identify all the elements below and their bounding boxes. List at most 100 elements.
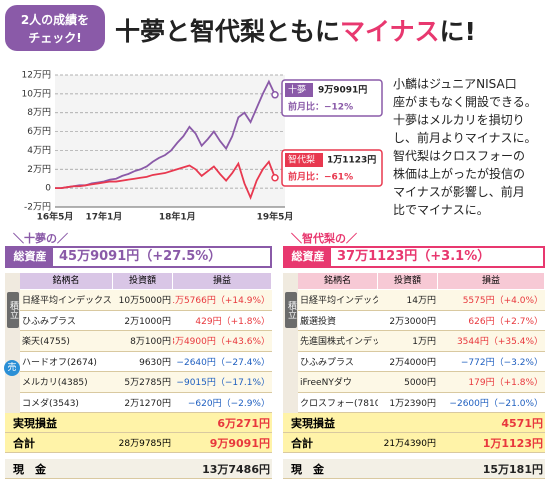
- x-tick-label: 16年5月: [37, 211, 74, 223]
- note-line: 座がまもなく開設できる。: [393, 95, 537, 109]
- column-header: 投資額: [113, 273, 173, 289]
- note-line: マイナスが影響し、前月: [393, 185, 525, 199]
- title-part: 十夢と智代梨ともに: [115, 17, 341, 46]
- tsumitate-label: 積立: [285, 292, 297, 328]
- panel-heading: ＼十夢の／: [13, 232, 68, 245]
- total-value: 1万1123円: [438, 433, 545, 453]
- end-point: [271, 174, 279, 182]
- cash-value: 15万181円: [438, 459, 545, 479]
- holding-profit: 3544円（+35.4%）: [438, 331, 545, 352]
- total-value: 9万9091円: [173, 433, 272, 453]
- total-label: 合計: [5, 433, 113, 453]
- asset-value: 37万1123円（+3.1%）: [337, 249, 491, 264]
- x-tick-label: 18年1月: [159, 211, 196, 223]
- asset-label: 総資産: [285, 248, 331, 266]
- holding-investment: 1万円: [378, 331, 438, 352]
- realized-label: 実現損益: [5, 413, 113, 433]
- realized-blank: [378, 413, 438, 433]
- series-line: [55, 79, 276, 190]
- cash-label: 現 金: [283, 459, 378, 479]
- holding-profit: 5575円（+4.0%）: [438, 290, 545, 311]
- holding-profit: −2640円（−27.4%）: [173, 351, 272, 372]
- note-line: 智代梨はクロスフォーの: [393, 149, 526, 163]
- callout-name-bg: [285, 153, 323, 167]
- callout-value: 1万1123円: [327, 155, 376, 166]
- series-line: [55, 159, 276, 201]
- asset-bar: 総資産 37万1123円（+3.1%）: [283, 246, 545, 268]
- realized-blank: [113, 413, 173, 433]
- end-point: [271, 91, 279, 99]
- asset-bar: 総資産 45万9091円（+27.5%）: [5, 246, 272, 268]
- callout-name: 智代梨: [288, 154, 315, 166]
- column-header: 銘柄名: [298, 273, 378, 289]
- cash-label: 現 金: [5, 459, 113, 479]
- holding-investment: 2万1270円: [113, 392, 173, 413]
- title-highlight: マイナス: [340, 17, 440, 46]
- callout-change: 前月比：−12%: [288, 101, 353, 113]
- y-tick-label: -2万円: [24, 202, 51, 213]
- y-tick-label: 4万円: [27, 145, 51, 156]
- holding-name: iFreeNYダウ: [298, 372, 378, 393]
- note-line: し、前月よりマイナスに。: [393, 131, 537, 145]
- panel-heading: ＼智代梨の／: [291, 232, 357, 245]
- holding-investment: 10万5000円: [113, 290, 173, 311]
- callout-value: 9万9091円: [318, 85, 367, 96]
- holding-name: ひふみプラス: [20, 310, 113, 331]
- column-header: 投資額: [378, 273, 438, 289]
- cash-blank: [378, 459, 438, 479]
- holding-investment: 14万円: [378, 290, 438, 311]
- holding-profit: 429円（+1.8%）: [173, 310, 272, 331]
- asset-value: 45万9091円（+27.5%）: [59, 249, 222, 264]
- holding-investment: 1万2390円: [378, 392, 438, 413]
- x-tick-label: 19年5月: [257, 211, 294, 223]
- realized-value: 6万271円: [173, 413, 272, 433]
- holding-investment: 5000円: [378, 372, 438, 393]
- holding-profit: −9015円（−17.1%）: [173, 372, 272, 393]
- holding-name: 日経平均インデックス: [20, 290, 113, 311]
- realized-value: 4571円: [438, 413, 545, 433]
- holding-name: 厳選投資: [298, 310, 378, 331]
- holding-name: コメダ(3543): [20, 392, 113, 413]
- holding-name: 楽天(4755): [20, 331, 113, 352]
- holding-name: ハードオフ(2674): [20, 351, 113, 372]
- y-tick-label: 8万円: [27, 107, 51, 118]
- title: 十夢と智代梨ともにマイナスに!: [115, 12, 476, 48]
- holding-profit: 1万5766円（+14.9%）: [173, 290, 272, 311]
- realized-label: 実現損益: [283, 413, 378, 433]
- sell-label: 売: [4, 360, 20, 376]
- total-label: 合計: [283, 433, 378, 453]
- badge-line: 2人の成績を: [20, 13, 90, 27]
- holding-investment: 8万100円: [113, 331, 173, 352]
- holding-investment: 2万4000円: [378, 351, 438, 372]
- total-investment: 28万9785円: [113, 433, 173, 453]
- callout-name-bg: [285, 83, 313, 97]
- y-tick-label: 2万円: [27, 164, 51, 175]
- holding-name: 日経平均インデックス: [298, 290, 378, 311]
- holding-profit: −772円（−3.2%）: [438, 351, 545, 372]
- holding-name: クロスフォー(7810): [298, 392, 378, 413]
- title-part: に!: [439, 17, 476, 46]
- holding-investment: 2万3000円: [378, 310, 438, 331]
- note-line: 十夢はメルカリを損切り: [393, 113, 525, 127]
- holding-name: 先進国株式インデックス: [298, 331, 378, 352]
- tsumitate-label: 積立: [7, 292, 19, 328]
- callout-change: 前月比：−61%: [288, 171, 353, 183]
- cash-value: 13万7486円: [173, 459, 272, 479]
- cash-blank: [113, 459, 173, 479]
- holding-investment: 2万1000円: [113, 310, 173, 331]
- column-header: 損益: [438, 273, 545, 289]
- y-tick-label: 6万円: [27, 126, 51, 137]
- y-tick-label: 0: [45, 184, 51, 194]
- column-header: 銘柄名: [20, 273, 113, 289]
- holding-investment: 9630円: [113, 351, 173, 372]
- badge-line: チェック!: [28, 31, 82, 45]
- x-tick-label: 17年1月: [85, 211, 122, 223]
- holding-investment: 5万2785円: [113, 372, 173, 393]
- holding-profit: −620円（−2.9%）: [173, 392, 272, 413]
- callout-name: 十夢: [288, 84, 306, 96]
- total-investment: 21万4390円: [378, 433, 438, 453]
- holding-profit: −2600円（−21.0%）: [438, 392, 545, 413]
